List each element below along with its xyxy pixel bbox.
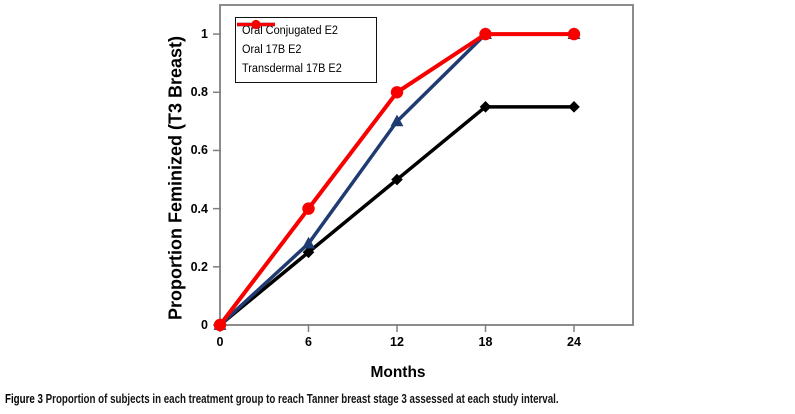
y-tick-label: 0.4 [190, 201, 208, 216]
figure-caption-text: Proportion of subjects in each treatment… [42, 391, 559, 406]
legend-label: Oral Conjugated E2 [242, 24, 338, 37]
series-line-oral-conjugated-e2 [218, 105, 574, 327]
marker-oral-conjugated-e2 [479, 101, 492, 113]
marker-oral-conjugated-e2 [391, 173, 403, 186]
marker-transdermal-17b-e2 [390, 86, 404, 99]
marker-oral-conjugated-e2 [302, 246, 315, 259]
x-tick-label: 0 [216, 335, 224, 349]
marker-transdermal-17b-e2 [567, 27, 581, 41]
y-axis-title: Proportion Feminized (T3 Breast) [165, 35, 186, 321]
x-axis-title: Months [370, 364, 426, 381]
marker-transdermal-17b-e2 [213, 318, 227, 332]
legend-label: Oral 17B E2 [242, 43, 302, 56]
legend-item-oral-17b-e2: Oral 17B E2 [237, 19, 370, 56]
plot-frame [219, 4, 634, 326]
marker-oral-17b-e2 [302, 236, 315, 249]
x-tick-label: 6 [305, 335, 312, 349]
marker-oral-conjugated-e2 [568, 101, 580, 113]
legend-box: Oral Conjugated E2 Oral 17B E2 Transdermal… [235, 17, 377, 83]
legend-item-transdermal-17b-e2: Transdermal 17B E2 [237, 19, 370, 76]
marker-oral-17b-e2 [390, 114, 404, 127]
y-tick-label: 0 [201, 318, 208, 332]
legend-circle-icon [237, 19, 275, 30]
x-tick-label: 12 [390, 335, 404, 349]
legend-label: Transdermal 17B E2 [242, 63, 342, 76]
y-tick-label: 0.2 [190, 259, 208, 274]
figure-caption: Figure 3 Proportion of subjects in each … [5, 391, 559, 406]
marker-transdermal-17b-e2 [479, 27, 492, 41]
marker-transdermal-17b-e2 [302, 202, 315, 215]
legend-marker [251, 19, 261, 30]
y-tick-label: 0.6 [190, 143, 208, 158]
x-tick-label: 24 [567, 335, 581, 349]
y-tick-label: 0.8 [190, 85, 208, 100]
figure-caption-prefix: Figure 3 [5, 391, 43, 406]
x-tick-label: 18 [478, 335, 493, 349]
y-tick-label: 1 [201, 27, 208, 42]
